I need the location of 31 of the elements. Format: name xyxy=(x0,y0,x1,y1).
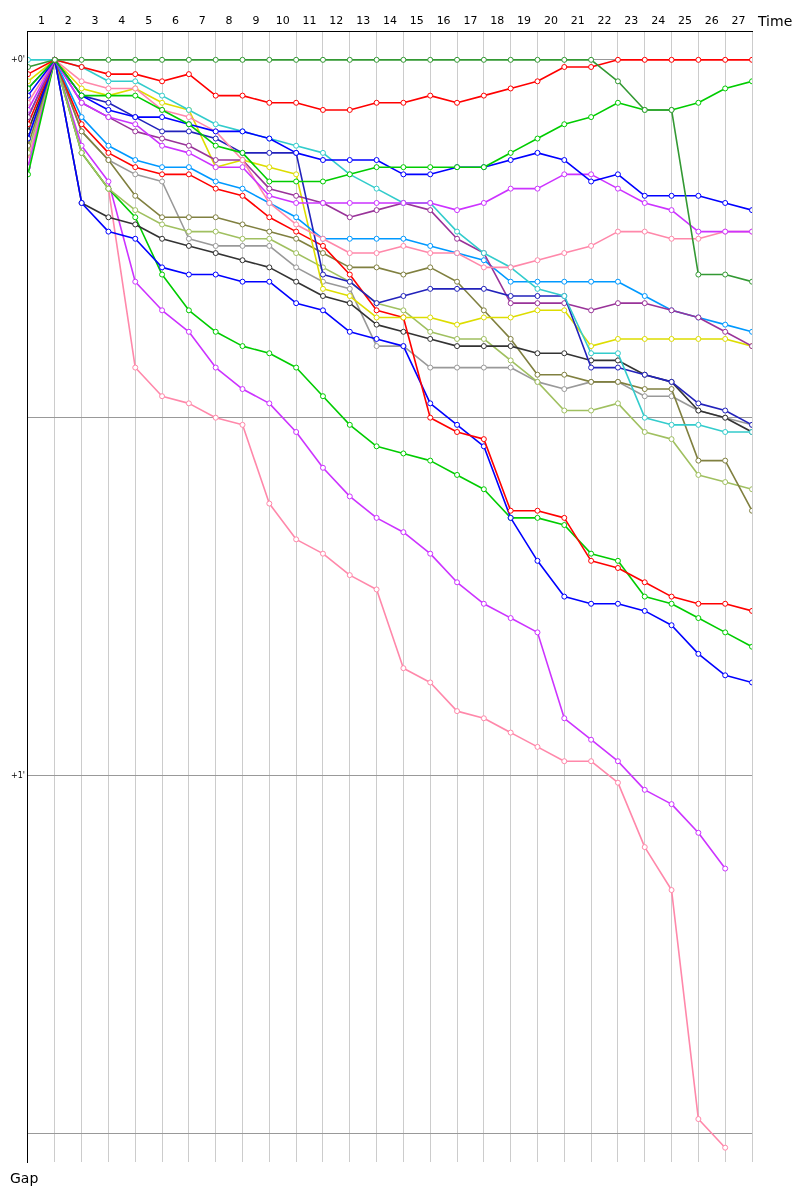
y-tick-label: +0' xyxy=(10,54,25,64)
x-tick-label: 16 xyxy=(436,14,451,28)
x-tick-label: 12 xyxy=(329,14,344,28)
x-tick-label: 1 xyxy=(37,14,45,28)
x-tick-label: 20 xyxy=(543,14,558,28)
x-tick-label: 25 xyxy=(677,14,692,28)
x-tick-label: 3 xyxy=(91,14,99,28)
y-axis-title: Gap xyxy=(10,1169,39,1186)
x-tick-label: 8 xyxy=(225,14,233,28)
x-tick-label: 7 xyxy=(198,14,206,28)
x-axis-title: Time xyxy=(757,12,793,29)
x-tick-label: 21 xyxy=(570,14,585,28)
x-tick-label: 9 xyxy=(252,14,260,28)
x-tick-label: 13 xyxy=(356,14,371,28)
x-tick-label: 14 xyxy=(383,14,397,28)
x-tick-label: 5 xyxy=(145,14,153,28)
x-tick-label: 6 xyxy=(171,14,179,28)
x-tick-label: 26 xyxy=(704,14,719,28)
x-tick-label: 23 xyxy=(624,14,639,28)
x-tick-label: 24 xyxy=(651,14,666,28)
x-tick-label: 10 xyxy=(275,14,290,28)
x-tick-label: 17 xyxy=(463,14,478,28)
x-tick-label: 15 xyxy=(409,14,424,28)
y-tick-label: +1' xyxy=(10,770,25,780)
x-tick-label: 22 xyxy=(597,14,612,28)
x-tick-label: 2 xyxy=(64,14,72,28)
x-tick-label: 4 xyxy=(118,14,126,28)
x-tick-label: 27 xyxy=(731,14,746,28)
x-tick-label: 19 xyxy=(517,14,532,28)
x-tick-label: 18 xyxy=(490,14,505,28)
x-tick-label: 11 xyxy=(302,14,317,28)
